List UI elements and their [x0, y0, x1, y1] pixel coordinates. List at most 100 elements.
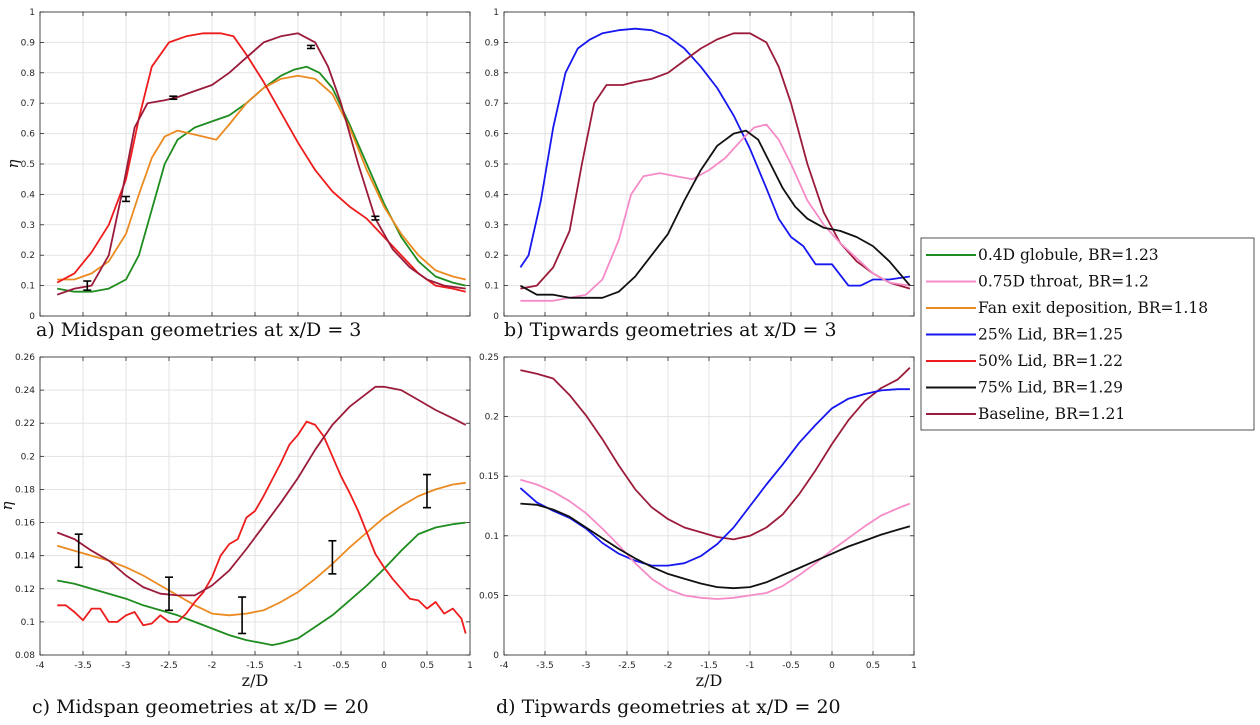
legend-label: Fan exit deposition, BR=1.18 — [978, 299, 1208, 317]
legend: 0.4D globule, BR=1.23 0.75D throat, BR=1.… — [920, 237, 1255, 431]
panel-caption: c) Midspan geometries at x/D = 20 — [32, 696, 369, 718]
error-bar — [83, 280, 92, 291]
x-tick-label: -2.5 — [618, 661, 636, 671]
y-tick-label: 0.8 — [21, 69, 36, 79]
legend-label: 25% Lid, BR=1.25 — [978, 326, 1123, 344]
error-bar — [306, 44, 315, 50]
x-tick-label: -0.5 — [332, 661, 350, 671]
legend-label: 0.4D globule, BR=1.23 — [978, 246, 1159, 264]
error-bar — [165, 576, 173, 612]
y-axis-label: η — [4, 160, 22, 169]
panel-caption: d) Tipwards geometries at x/D = 20 — [496, 696, 841, 718]
legend-item: 0.75D throat, BR=1.2 — [926, 273, 1149, 291]
y-tick-label: 0.3 — [21, 221, 35, 231]
y-tick-label: 0.08 — [15, 651, 35, 661]
y-tick-label: 0.6 — [21, 130, 36, 140]
legend-item: Fan exit deposition, BR=1.18 — [926, 299, 1208, 317]
y-tick-label: 0.14 — [15, 552, 35, 562]
x-tick-label: 0 — [829, 661, 835, 671]
x-tick-label: 0 — [381, 661, 387, 671]
y-tick-label: 0.1 — [21, 618, 35, 628]
y-tick-label: 0.15 — [479, 472, 499, 482]
y-tick-label: 0.2 — [485, 413, 499, 423]
panel-caption: b) Tipwards geometries at x/D = 3 — [504, 319, 837, 341]
panel-c: 0.08 0.1 0.12 0.14 0.16 0.18 0.2 0.22 0.24 0.26 -4… — [0, 353, 473, 718]
y-tick-label: 0.22 — [15, 419, 35, 429]
series-line — [57, 420, 467, 634]
panel-b: 0 0.1 0.2 0.3 0.4 0.5 0.6 0.7 0.8 0.9 1 b) Tipwards… — [485, 8, 915, 341]
error-bar — [238, 596, 247, 635]
y-tick-label: 1 — [493, 8, 499, 18]
x-tick-label: -1 — [746, 661, 755, 671]
y-tick-label: 0.5 — [21, 160, 35, 170]
y-tick-label: 0.3 — [485, 221, 499, 231]
y-tick-label: 0.1 — [485, 532, 499, 542]
legend-item: 25% Lid, BR=1.25 — [926, 326, 1123, 344]
series-line — [520, 502, 911, 590]
series-line — [57, 521, 466, 646]
x-tick-label: -1.5 — [246, 661, 264, 671]
y-tick-label: 1 — [29, 8, 35, 18]
legend-item: Baseline, BR=1.21 — [926, 405, 1125, 423]
error-bar — [423, 473, 431, 509]
axes-frame — [39, 356, 471, 656]
y-tick-label: 0.12 — [15, 585, 35, 595]
error-bar — [74, 533, 83, 569]
series-line — [520, 32, 911, 290]
y-tick-label: 0.5 — [485, 160, 499, 170]
series-line — [520, 478, 911, 600]
y-tick-label: 0 — [29, 312, 35, 322]
panel-a: 0 0.1 0.2 0.3 0.4 0.5 0.6 0.7 0.8 0.9 1 η a) Midspan… — [4, 8, 471, 341]
error-bar — [328, 539, 337, 575]
x-tick-label: -2.5 — [160, 661, 178, 671]
y-tick-label: 0.4 — [485, 190, 500, 200]
y-tick-label: 0.9 — [21, 38, 36, 48]
y-tick-label: 0.26 — [15, 353, 35, 363]
y-tick-label: 0 — [493, 312, 499, 322]
axes-frame — [39, 11, 471, 317]
x-tick-label: 1 — [911, 661, 917, 671]
legend-item: 0.4D globule, BR=1.23 — [926, 246, 1159, 264]
axes-frame — [503, 356, 915, 656]
y-tick-label: 0.2 — [21, 251, 35, 261]
x-tick-label: -2 — [208, 661, 217, 671]
x-tick-label: -3.5 — [74, 661, 92, 671]
y-tick-label: 0.7 — [21, 99, 35, 109]
series-line — [56, 32, 466, 293]
series-line — [57, 74, 466, 281]
x-tick-label: -0.5 — [782, 661, 800, 671]
y-tick-label: 0.1 — [21, 282, 35, 292]
series-line — [519, 388, 910, 567]
x-tick-label: -4 — [500, 661, 509, 671]
y-tick-label: 0.4 — [21, 190, 36, 200]
x-tick-label: -3 — [582, 661, 591, 671]
series-line — [520, 367, 911, 541]
y-tick-label: 0.1 — [485, 282, 499, 292]
legend-label: 0.75D throat, BR=1.2 — [978, 273, 1149, 291]
panel-d: 0 0.05 0.1 0.15 0.2 0.25 -4 -3.5 -3 -2.5 -2 -1.5 -1 -… — [479, 353, 917, 718]
y-tick-label: 0.8 — [485, 69, 500, 79]
x-tick-label: 0.5 — [420, 661, 434, 671]
y-tick-label: 0 — [493, 651, 499, 661]
legend-label: Baseline, BR=1.21 — [978, 405, 1125, 423]
axes-frame — [503, 11, 915, 317]
series-line — [519, 27, 911, 287]
series-line — [519, 129, 911, 299]
y-tick-label: 0.16 — [15, 519, 35, 529]
x-tick-label: -1 — [294, 661, 303, 671]
x-axis-label: z/D — [696, 671, 723, 690]
y-tick-label: 0.05 — [479, 591, 499, 601]
x-tick-label: 1 — [467, 661, 473, 671]
y-tick-label: 0.2 — [21, 452, 35, 462]
x-axis-label: z/D — [242, 671, 269, 690]
x-tick-label: -2 — [664, 661, 673, 671]
series-line — [56, 385, 467, 597]
x-tick-label: 0.5 — [866, 661, 880, 671]
legend-label: 75% Lid, BR=1.29 — [978, 379, 1123, 397]
x-tick-label: -4 — [36, 661, 45, 671]
series-line — [520, 123, 911, 302]
x-tick-label: -3.5 — [536, 661, 554, 671]
x-tick-label: -1.5 — [700, 661, 718, 671]
y-axis-label: η — [0, 502, 16, 511]
series-line — [56, 32, 466, 296]
